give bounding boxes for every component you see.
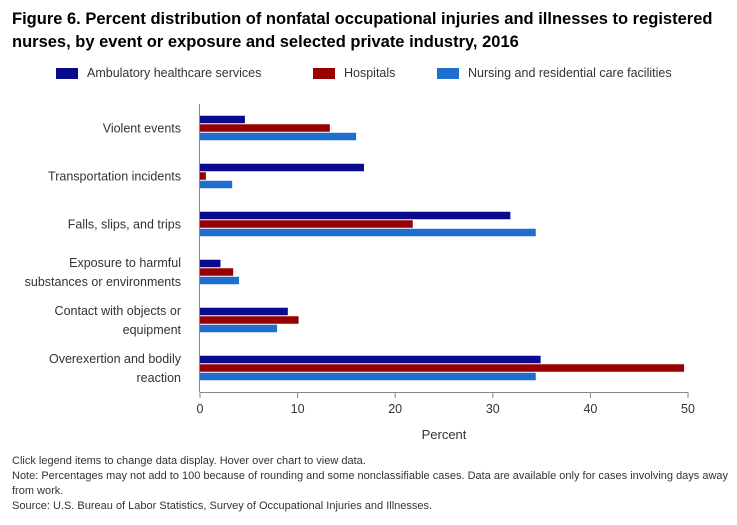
bar-hospitals-1[interactable]: Hospitals: 0.6 [200, 172, 206, 180]
x-axis-title: Percent [422, 427, 467, 442]
category-label-line: Exposure to harmful [69, 256, 181, 270]
bar-ambulatory-3[interactable]: Ambulatory healthcare services: 2.1 [200, 259, 221, 268]
bar-hospitals-2[interactable]: Hospitals: 21.8 [200, 220, 413, 228]
bar-hospitals-0[interactable]: Hospitals: 13.3 [200, 124, 330, 132]
legend-item-nursing[interactable]: Nursing and residential care facilities [437, 66, 672, 80]
bar-hospitals-4[interactable]: Hospitals: 10.1 [200, 316, 299, 324]
category-label-line: reaction [137, 371, 182, 385]
category-label-line: Overexertion and bodily [49, 352, 182, 366]
legend: Ambulatory healthcare services Hospitals… [0, 66, 737, 92]
category-label-line: Violent events [103, 122, 181, 136]
bar-ambulatory-0[interactable]: Ambulatory healthcare services: 4.6 [200, 115, 245, 124]
legend-item-ambulatory[interactable]: Ambulatory healthcare services [56, 66, 261, 80]
category-label: Exposure to harmful substances or environ… [25, 256, 181, 289]
category-label: Overexertion and bodily reaction [49, 352, 182, 385]
legend-item-hospitals[interactable]: Hospitals [313, 66, 395, 80]
category-label: Violent events [103, 122, 181, 136]
category-label-line: Transportation incidents [48, 170, 181, 184]
bar-ambulatory-4[interactable]: Ambulatory healthcare services: 9 [200, 307, 288, 316]
note-instructions: Click legend items to change data displa… [12, 455, 366, 467]
x-tick-label: 0 [197, 402, 204, 416]
legend-swatch-nursing [437, 67, 459, 79]
note-percentages: Note: Percentages may not add to 100 bec… [12, 470, 729, 497]
bar-nursing-2[interactable]: Nursing and residential care facilities:… [200, 228, 536, 237]
bar-nursing-5[interactable]: Nursing and residential care facilities:… [200, 372, 536, 381]
category-label-line: Contact with objects or [55, 304, 181, 318]
bar-hospitals-5[interactable]: Hospitals: 49.6 [200, 364, 685, 372]
bar-nursing-3[interactable]: Nursing and residential care facilities:… [200, 276, 240, 285]
category-label-line: substances or environments [25, 275, 181, 289]
x-tick-label: 20 [388, 402, 402, 416]
x-tick-label: 30 [486, 402, 500, 416]
bar-ambulatory-2[interactable]: Ambulatory healthcare services: 31.8 [200, 211, 511, 220]
legend-label-ambulatory: Ambulatory healthcare services [87, 66, 262, 80]
x-tick-label: 10 [291, 402, 305, 416]
category-label-line: equipment [123, 323, 182, 337]
chart-notes: Click legend items to change data displa… [12, 454, 732, 514]
bar-hospitals-3[interactable]: Hospitals: 3.4 [200, 268, 234, 276]
legend-label-hospitals: Hospitals [344, 66, 396, 80]
category-label-line: Falls, slips, and trips [68, 218, 181, 232]
chart-title: Figure 6. Percent distribution of nonfat… [12, 10, 713, 51]
legend-swatch-ambulatory [56, 67, 78, 79]
category-label: Transportation incidents [48, 170, 181, 184]
bar-chart[interactable]: Ambulatory healthcare services: 4.6Hospi… [0, 0, 737, 450]
bar-ambulatory-1[interactable]: Ambulatory healthcare services: 16.8 [200, 163, 364, 172]
bar-nursing-0[interactable]: Nursing and residential care facilities:… [200, 132, 357, 141]
bar-nursing-4[interactable]: Nursing and residential care facilities:… [200, 324, 278, 333]
category-label: Falls, slips, and trips [68, 218, 181, 232]
legend-swatch-hospitals [313, 67, 335, 79]
category-label: Contact with objects or equipment [55, 304, 182, 337]
legend-label-nursing: Nursing and residential care facilities [468, 66, 672, 80]
note-source: Source: U.S. Bureau of Labor Statistics,… [12, 500, 433, 512]
x-tick-label: 50 [681, 402, 695, 416]
bar-ambulatory-5[interactable]: Ambulatory healthcare services: 34.9 [200, 355, 541, 364]
x-tick-label: 40 [583, 402, 597, 416]
bar-nursing-1[interactable]: Nursing and residential care facilities:… [200, 180, 233, 189]
